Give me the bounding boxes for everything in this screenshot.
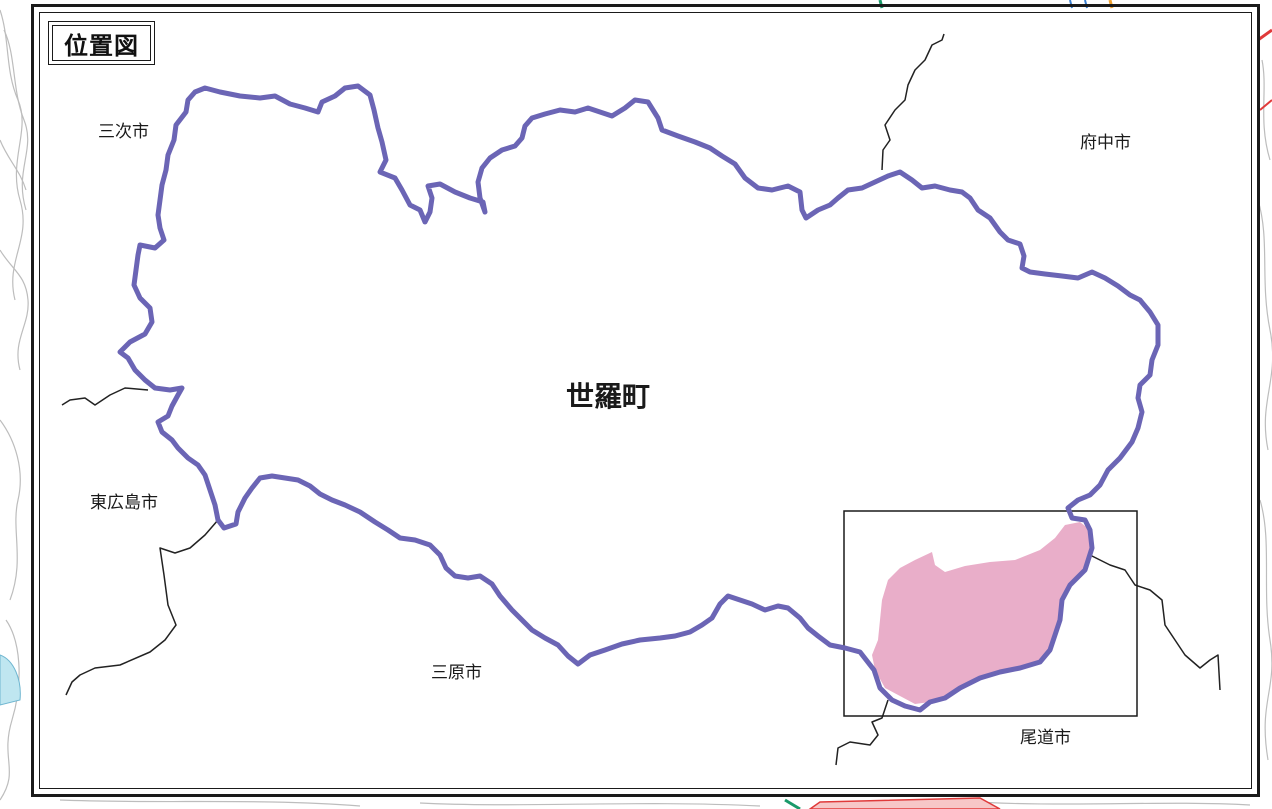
map-inner-frame <box>39 12 1252 789</box>
inset-frame <box>843 510 1138 717</box>
label-fuchu-city: 府中市 <box>1080 133 1131 153</box>
map-title: 位置図 <box>52 25 151 61</box>
label-onomichi-city: 尾道市 <box>1020 728 1071 748</box>
label-miyoshi-city: 三次市 <box>98 122 149 142</box>
boundary-south-onomichi <box>835 699 889 766</box>
map-title-box: 位置図 <box>48 21 155 65</box>
sera-town-boundary[interactable] <box>117 83 1161 713</box>
boundary-north-fuchu <box>881 33 945 171</box>
label-mihara-city: 三原市 <box>431 663 482 683</box>
project-area-highlight[interactable] <box>872 522 1092 704</box>
boundary-west-lower <box>65 519 219 696</box>
label-sera-town: 世羅町 <box>566 380 651 413</box>
map-outer-frame <box>31 4 1260 797</box>
boundary-east-onomichi <box>1089 554 1221 691</box>
label-higashihiroshima-city: 東広島市 <box>90 493 158 513</box>
boundary-west-upper <box>61 387 149 406</box>
